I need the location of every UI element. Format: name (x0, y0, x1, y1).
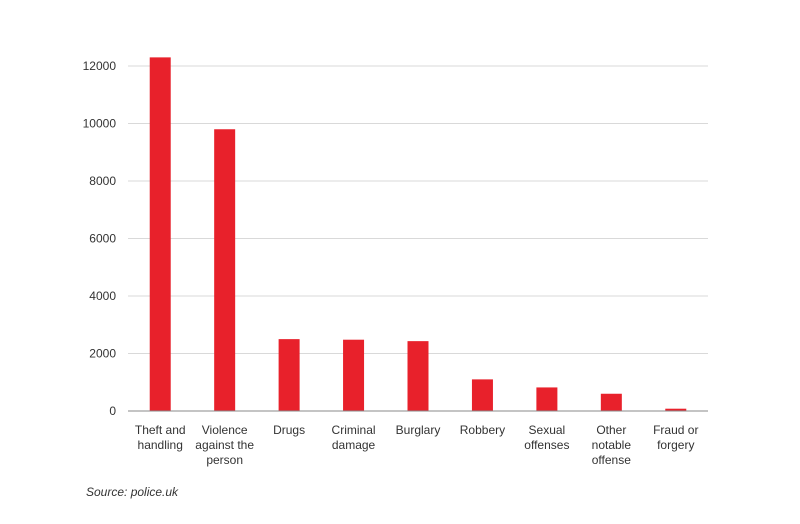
source-note: Source: police.uk (86, 485, 179, 499)
x-category-label-line: damage (332, 438, 376, 452)
x-category-label: Fraud or forgery (653, 423, 698, 452)
x-category-label-line: Theft and (135, 423, 186, 437)
bars (149, 57, 687, 411)
x-category-label: Drugs (273, 423, 305, 437)
x-category-label: Burglary (396, 423, 441, 437)
bar (600, 393, 622, 411)
bar (343, 339, 365, 411)
x-category-label-line: Criminal (332, 423, 376, 437)
y-tick-label: 10000 (83, 117, 117, 131)
x-category-label-line: Violence (202, 423, 248, 437)
bar (149, 57, 171, 411)
x-category-label-line: Drugs (273, 423, 305, 437)
bar (407, 341, 429, 411)
x-category-label: Theft and handling (135, 423, 186, 452)
x-category-label-line: Burglary (396, 423, 441, 437)
x-category-label: Violence against the person (195, 423, 254, 467)
x-category-label-line: forgery (657, 438, 694, 452)
x-category-label-line: notable (592, 438, 632, 452)
y-tick-label: 4000 (89, 289, 116, 303)
bar (214, 129, 236, 411)
x-category-label: Criminal damage (332, 423, 376, 452)
y-tick-label: 8000 (89, 174, 116, 188)
x-category-label: Sexual offenses (524, 423, 569, 452)
bar (471, 379, 493, 411)
y-axis-tick-labels: 0 2000 4000 6000 8000 10000 12000 (83, 59, 117, 418)
x-category-label-line: offense (592, 453, 631, 467)
x-category-label-line: handling (138, 438, 183, 452)
x-category-label-line: person (206, 453, 243, 467)
x-category-label: Robbery (460, 423, 505, 437)
y-tick-label: 2000 (89, 347, 116, 361)
bar (536, 387, 558, 411)
x-category-label-line: Fraud or (653, 423, 698, 437)
y-tick-label: 0 (109, 404, 116, 418)
x-category-label: Other notable offense (592, 423, 632, 467)
y-tick-label: 6000 (89, 232, 116, 246)
bar (665, 408, 687, 411)
x-category-label-line: offenses (524, 438, 569, 452)
bar (278, 339, 300, 411)
x-axis-category-labels: Theft and handling Violence against the pers… (135, 423, 699, 467)
x-category-label-line: Other (596, 423, 626, 437)
y-tick-label: 12000 (83, 59, 117, 73)
x-category-label-line: Sexual (529, 423, 566, 437)
x-category-label-line: against the (195, 438, 254, 452)
x-category-label-line: Robbery (460, 423, 505, 437)
